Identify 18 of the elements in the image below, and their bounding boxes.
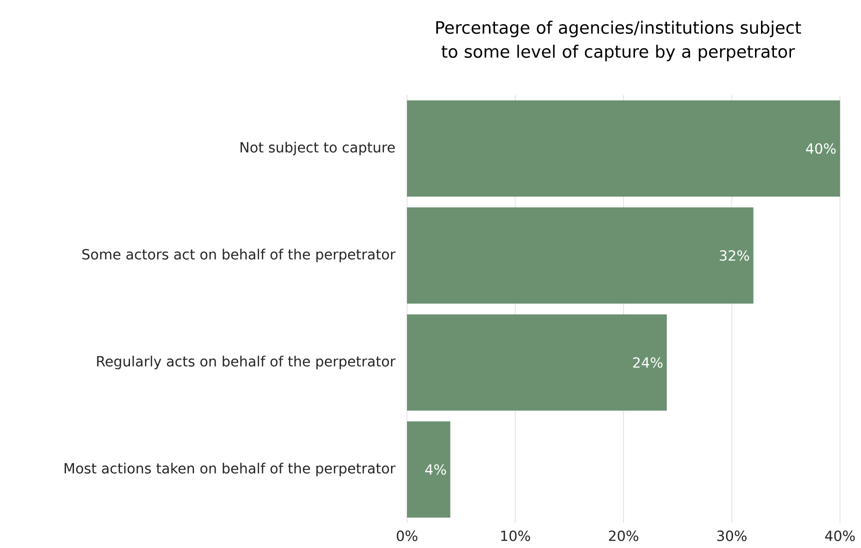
data-label: 24% <box>633 357 663 368</box>
x-tick-label: 40% <box>825 530 855 542</box>
y-tick-label: Regularly acts on behalf of the perpetrator <box>97 356 396 370</box>
data-label: 4% <box>425 464 446 475</box>
y-tick-label: Some actors act on behalf of the perpetrator <box>82 248 396 262</box>
y-tick-label: Most actions taken on behalf of the perpetrator <box>64 462 396 476</box>
y-tick-label: Not subject to capture <box>240 142 395 156</box>
chart-title: Percentage of agencies/institutions subject to some level of capture by a perpetrator <box>436 20 802 62</box>
bar <box>407 421 450 518</box>
bar <box>407 314 667 411</box>
x-tick-label: 30% <box>717 530 747 542</box>
x-tick-label: 20% <box>608 530 638 542</box>
data-label: 40% <box>806 143 836 154</box>
bar <box>407 100 840 197</box>
x-tick-label: 0% <box>396 530 418 542</box>
x-tick-label: 10% <box>501 530 530 542</box>
bar <box>407 207 754 304</box>
data-label: 32% <box>720 250 750 261</box>
